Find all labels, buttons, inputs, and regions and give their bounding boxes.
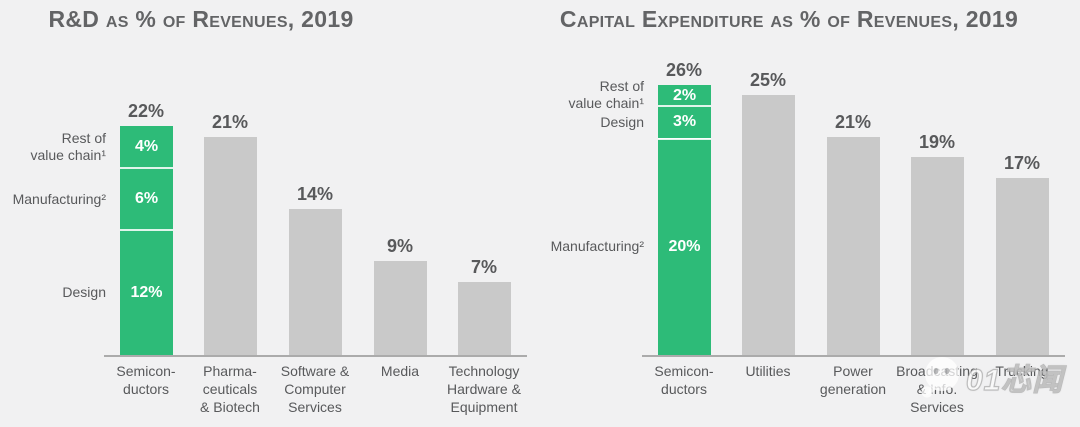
category-label-line: Technology [448, 363, 520, 379]
side-label-line: value chain¹ [30, 147, 107, 163]
x-axis-line [104, 355, 527, 357]
segment-divider [120, 167, 173, 169]
side-label-line: value chain¹ [568, 95, 645, 111]
bar-media [374, 261, 427, 355]
side-label-manufacturing: Manufacturing² [424, 238, 644, 255]
category-label-line: Software & [280, 363, 350, 379]
bar-value-label: 17% [1003, 153, 1041, 173]
category-label-line: Pharma- [203, 363, 257, 379]
bar-segment-design: 3% [658, 106, 711, 138]
side-label-design: Design [0, 284, 106, 301]
bar-broadcasting-info-services [911, 157, 964, 355]
side-label-rest-of-value-chain: Rest of value chain¹ [0, 130, 107, 164]
category-label-line: Power [833, 363, 873, 379]
segment-divider [120, 229, 173, 231]
category-label-semiconductors: Semicon-ductors [91, 362, 201, 398]
category-label-pharmaceuticals-biotech: Pharma-ceuticals & Biotech [175, 362, 285, 416]
bar-value-label: 22% [127, 101, 165, 121]
segment-divider [658, 105, 711, 107]
category-label-line: Media [380, 363, 420, 379]
category-label-line: Computer [284, 381, 346, 397]
bar-value-label: 7% [470, 257, 497, 277]
category-label-line: Equipment [450, 399, 518, 415]
bar-utilities [742, 95, 795, 355]
chart-title-rd: R&D as % of Revenues, 2019 [48, 6, 354, 32]
bar-value-label: 21% [211, 112, 249, 132]
bar-power-generation [827, 137, 880, 355]
bar-value-label: 9% [386, 236, 413, 256]
chart-title-capex: Capital Expenditure as % of Revenues, 20… [559, 6, 1019, 32]
side-label-line: Manufacturing² [12, 191, 106, 207]
category-label-technology-hardware-equipment: Technology Hardware & Equipment [429, 362, 539, 416]
side-label-line: Rest of [599, 78, 644, 94]
category-label-line: ductors [661, 381, 707, 397]
category-label-power-generation: Power generation [798, 362, 908, 398]
side-label-line: Rest of [61, 130, 106, 146]
category-label-line: Utilities [745, 363, 791, 379]
bar-segment-manufacturing: 6% [120, 168, 173, 230]
bar-segment-manufacturing: 20% [658, 139, 711, 355]
side-label-design: Design [424, 114, 644, 131]
watermark-text: 01芯闻 [965, 363, 1064, 397]
bar-technology-hardware-equipment [458, 282, 511, 355]
watermark: 01芯闻 [918, 354, 1063, 400]
category-label-line: Trucking [995, 363, 1049, 379]
bar-trucking [996, 178, 1049, 355]
category-label-line: Semicon- [116, 363, 176, 379]
category-label-line: generation [819, 381, 887, 397]
category-label-line: Services [910, 399, 964, 415]
segment-divider [658, 138, 711, 140]
category-label-line: Services [288, 399, 342, 415]
bar-segment-design: 12% [120, 230, 173, 355]
wechat-icon [921, 357, 959, 398]
category-label-line: & Biotech [200, 399, 260, 415]
side-label-line: Manufacturing² [550, 238, 644, 254]
category-label-trucking: Trucking [967, 362, 1077, 380]
bar-segment-rest-of-value-chain: 2% [658, 85, 711, 107]
bar-pharmaceuticals-biotech [204, 137, 257, 355]
category-label-media: Media [345, 362, 455, 380]
bar-value-label: 26% [665, 60, 703, 80]
category-label-line: Semicon- [654, 363, 714, 379]
side-label-manufacturing: Manufacturing² [0, 191, 106, 208]
side-label-line: Design [62, 284, 106, 300]
category-label-software-computer-services: Software & Computer Services [260, 362, 370, 416]
category-label-line: ceuticals [202, 381, 258, 397]
bar-value-label: 25% [749, 70, 787, 90]
x-axis-line [642, 355, 1065, 357]
bar-value-label: 19% [918, 132, 956, 152]
bar-value-label: 21% [834, 112, 872, 132]
category-label-line: Hardware & [447, 381, 521, 397]
side-label-line: Design [600, 114, 644, 130]
category-label-utilities: Utilities [713, 362, 823, 380]
category-label-line: ductors [123, 381, 169, 397]
category-label-semiconductors: Semicon-ductors [629, 362, 739, 398]
bar-segment-rest-of-value-chain: 4% [120, 126, 173, 168]
bar-software-computer-services [289, 209, 342, 355]
side-label-rest-of-value-chain: Rest of value chain¹ [424, 78, 645, 112]
bar-value-label: 14% [296, 184, 334, 204]
